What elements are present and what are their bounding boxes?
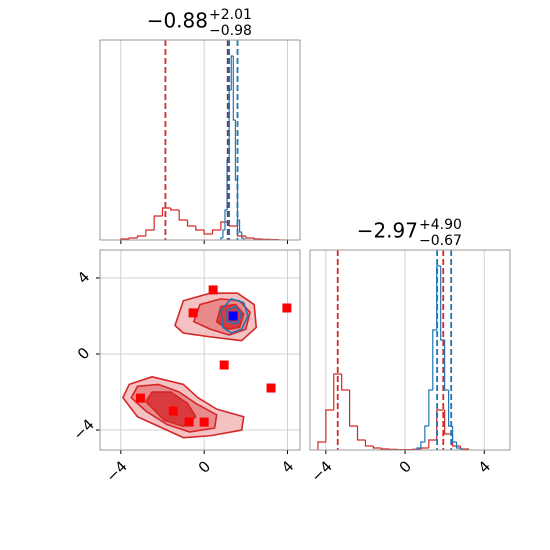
- hist-bin: [220, 237, 223, 240]
- title-minus: −0.67: [419, 233, 462, 249]
- hist-bin: [238, 220, 242, 233]
- panel: [99, 39, 301, 244]
- hist-bin: [232, 56, 236, 121]
- y-tick-label: 0: [74, 344, 93, 363]
- hist-bin: [186, 220, 196, 227]
- hist-bin: [341, 374, 350, 391]
- hist-bin: [451, 426, 457, 443]
- x-tick-label: 0: [195, 457, 214, 476]
- hist-bin: [317, 441, 326, 450]
- marker: [168, 406, 178, 416]
- plot-area: [122, 285, 292, 439]
- hist-bin: [420, 441, 425, 448]
- marker: [282, 303, 292, 313]
- hist-bin: [161, 207, 171, 216]
- marker: [219, 360, 229, 370]
- x-tick-label: 4: [278, 457, 297, 476]
- hist-bin: [241, 232, 244, 239]
- hist-bin: [178, 210, 188, 221]
- frame: [99, 249, 301, 451]
- marker: [184, 417, 194, 427]
- hist-bin: [420, 447, 429, 450]
- hist-bin: [333, 373, 342, 410]
- title-minus: −0.98: [209, 23, 252, 39]
- panel: −4 0 4: [307, 249, 511, 486]
- hist-bin: [220, 221, 230, 230]
- hist-bin: [195, 226, 205, 231]
- hist-bin: [222, 229, 225, 238]
- hist-bin: [243, 238, 246, 240]
- frame: [99, 39, 301, 241]
- plot-area: [120, 40, 288, 240]
- hist-bin: [128, 237, 138, 239]
- x-tick-label: 0: [396, 457, 415, 476]
- hist-bin: [444, 340, 449, 391]
- marker: [199, 417, 209, 427]
- hist-bin: [253, 238, 263, 240]
- marker: [135, 393, 145, 403]
- hist-bin: [224, 209, 228, 230]
- x-tick-label: −4: [307, 457, 335, 485]
- title-plus: +2.01: [209, 7, 252, 23]
- hist-bin: [203, 230, 213, 235]
- frame: [309, 249, 511, 451]
- hist-bin: [444, 410, 453, 435]
- marker: [266, 383, 276, 393]
- hist-bin: [211, 229, 221, 234]
- y-tick-label: 4: [74, 268, 93, 287]
- hist-bin: [364, 440, 374, 447]
- hist-bin: [424, 425, 429, 442]
- hist-bin: [349, 390, 358, 427]
- hist-bin: [416, 447, 421, 450]
- hist-bin: [153, 215, 163, 230]
- hist-bin: [356, 426, 366, 441]
- hist-bin: [372, 446, 382, 449]
- hist-bin: [170, 208, 180, 211]
- hist-bin: [428, 439, 437, 448]
- hist-bin: [428, 389, 433, 426]
- contour: [226, 305, 243, 325]
- hist-bin: [325, 409, 334, 442]
- hist-bin: [432, 329, 437, 390]
- hist-bin: [455, 442, 461, 449]
- hist-bin: [380, 448, 390, 450]
- title-value: −2.97: [357, 219, 418, 243]
- title-value: −0.88: [147, 9, 208, 33]
- hist-bin: [145, 229, 155, 236]
- hist-bin: [136, 235, 146, 238]
- hist-bin: [245, 236, 255, 239]
- y-tick-label: −4: [69, 415, 97, 443]
- x-tick-label: 4: [475, 457, 494, 476]
- contour: [220, 298, 249, 334]
- plot-area: [317, 250, 470, 450]
- marker: [208, 285, 218, 295]
- title-plus: +4.90: [419, 217, 462, 233]
- hist-bin: [228, 222, 238, 227]
- panel: −4 0 4 −4 0 4: [69, 249, 301, 486]
- x-tick-label: −4: [102, 457, 130, 485]
- marker: [188, 308, 198, 318]
- hist-bin: [459, 448, 465, 450]
- hist-bin: [230, 55, 234, 90]
- marker: [228, 311, 238, 321]
